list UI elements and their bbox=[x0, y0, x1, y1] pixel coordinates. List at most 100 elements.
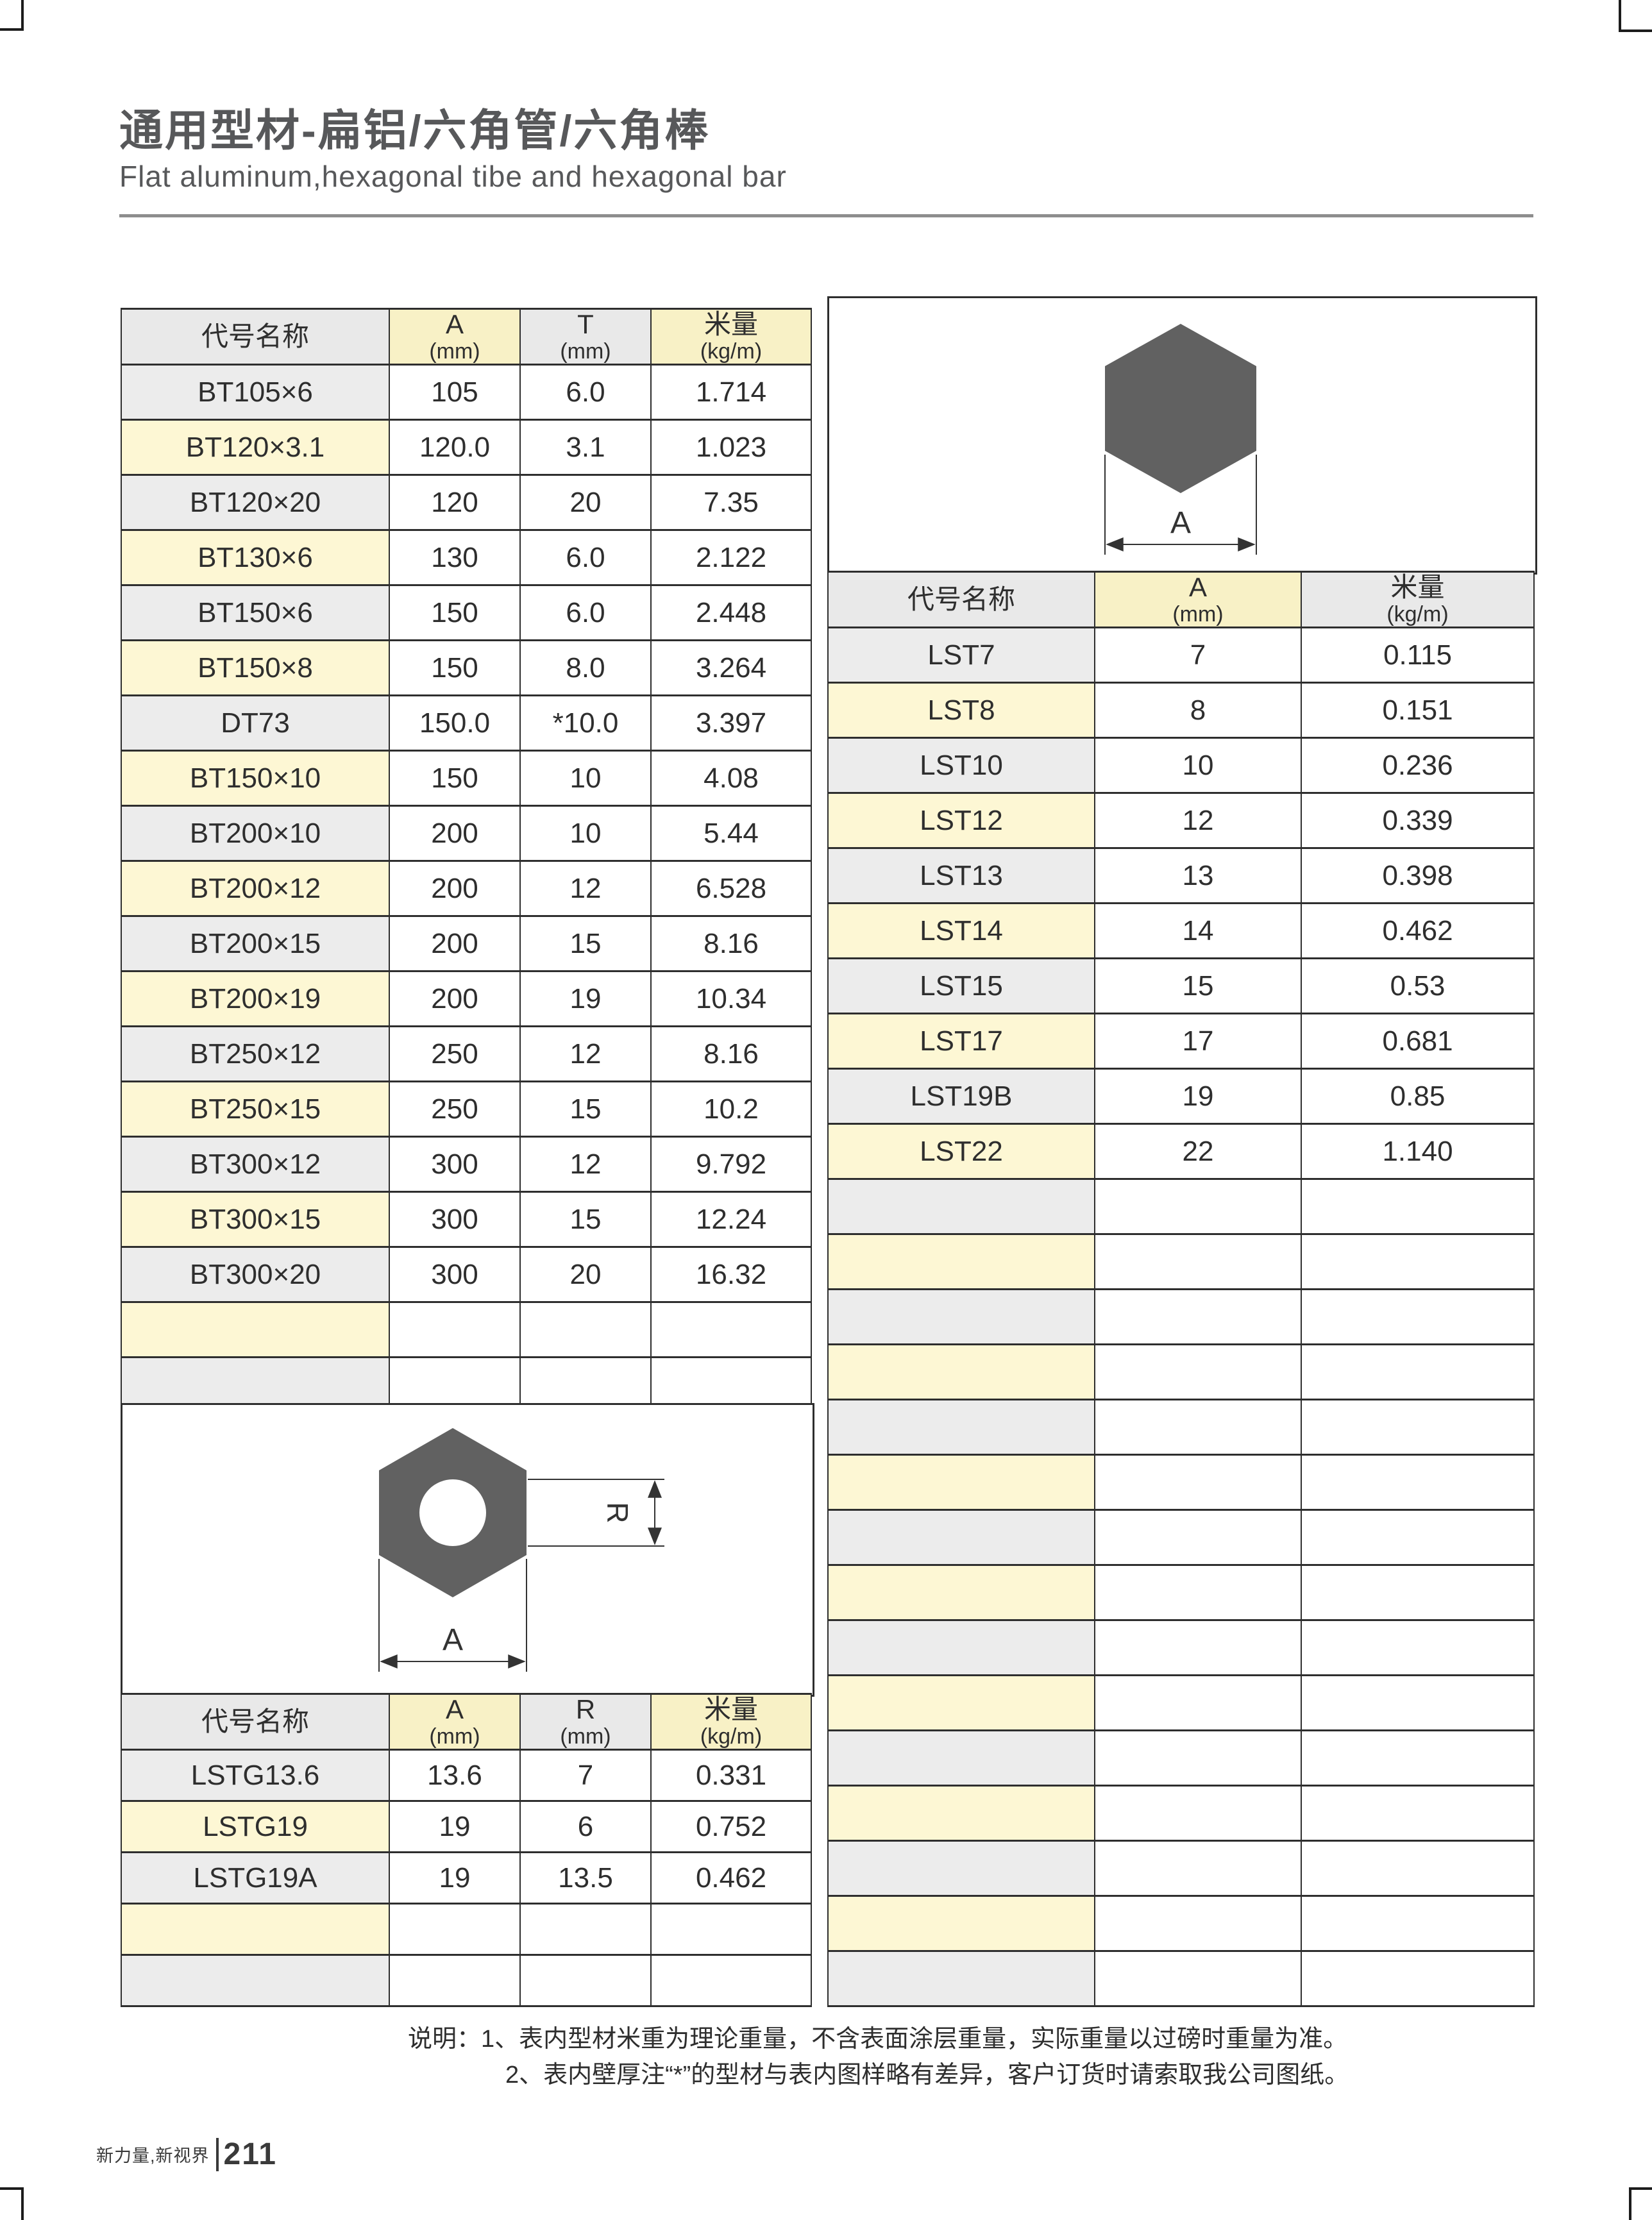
col-header-unit: (kg/m) bbox=[700, 1724, 763, 1749]
table-row bbox=[121, 1301, 812, 1358]
crop-mark-top-right-v bbox=[1619, 0, 1621, 32]
weight-value-cell: 0.236 bbox=[1301, 737, 1535, 794]
weight-value-cell bbox=[650, 1301, 812, 1358]
a-value-cell: 14 bbox=[1094, 902, 1302, 959]
a-value-cell: 300 bbox=[389, 1136, 521, 1193]
a-value-cell bbox=[1094, 1840, 1302, 1897]
a-value-cell: 17 bbox=[1094, 1013, 1302, 1070]
table-row: LST22 22 1.140 bbox=[827, 1123, 1535, 1180]
code-name-cell: LST22 bbox=[827, 1123, 1095, 1180]
t-value-cell: 12 bbox=[519, 860, 652, 917]
t-value-cell: *10.0 bbox=[519, 694, 652, 752]
code-name-cell: BT200×12 bbox=[121, 860, 390, 917]
a-value-cell bbox=[1094, 1895, 1302, 1952]
page-number: 211 bbox=[223, 2137, 277, 2171]
weight-value-cell: 0.115 bbox=[1301, 626, 1535, 684]
code-name-cell bbox=[827, 1840, 1095, 1897]
weight-value-cell: 7.35 bbox=[650, 474, 812, 531]
a-value-cell: 8 bbox=[1094, 682, 1302, 739]
note-line-2: 2、表内壁厚注“*”的型材与表内图样略有差异，客户订货时请索取我公司图纸。 bbox=[505, 2062, 1349, 2089]
weight-value-cell: 8.16 bbox=[650, 1025, 812, 1082]
weight-value-cell: 2.448 bbox=[650, 584, 812, 641]
col-header-unit: (mm) bbox=[429, 1724, 480, 1749]
weight-value-cell bbox=[1301, 1895, 1535, 1952]
table-row: LST17 17 0.681 bbox=[827, 1013, 1535, 1070]
header-row: 代号名称 A (mm) R (mm) 米量 (kg/m) bbox=[121, 1693, 812, 1751]
code-name-cell: BT300×20 bbox=[121, 1246, 390, 1303]
t-value-cell: 15 bbox=[519, 915, 652, 972]
code-name-cell: LSTG13.6 bbox=[121, 1749, 390, 1802]
page-footer: 新力量,新视界 211 bbox=[96, 2137, 277, 2172]
table-row bbox=[827, 1454, 1535, 1511]
a-value-cell: 250 bbox=[389, 1025, 521, 1082]
a-value-cell bbox=[1094, 1509, 1302, 1566]
code-name-cell: BT200×15 bbox=[121, 915, 390, 972]
code-name-cell: DT73 bbox=[121, 694, 390, 752]
code-name-cell: LST15 bbox=[827, 957, 1095, 1014]
col-header-label: 代号名称 bbox=[201, 1706, 309, 1736]
t-value-cell: 12 bbox=[519, 1136, 652, 1193]
table-row: BT150×8 150 8.0 3.264 bbox=[121, 639, 812, 696]
weight-value-cell: 0.462 bbox=[1301, 902, 1535, 959]
code-name-cell: BT250×15 bbox=[121, 1081, 390, 1138]
table-row bbox=[827, 1178, 1535, 1235]
crop-mark-top-left-h bbox=[0, 28, 23, 31]
flat-aluminum-table: 代号名称 A (mm) T (mm) 米量 (kg/m) BT105×6 105 6.… bbox=[121, 308, 812, 1413]
table-row: BT120×20 120 20 7.35 bbox=[121, 474, 812, 531]
a-value-cell: 105 bbox=[389, 364, 521, 421]
code-name-cell bbox=[827, 1454, 1095, 1511]
a-value-cell: 7 bbox=[1094, 626, 1302, 684]
code-name-cell bbox=[827, 1619, 1095, 1676]
weight-value-cell: 0.151 bbox=[1301, 682, 1535, 739]
a-value-cell: 22 bbox=[1094, 1123, 1302, 1180]
col-header-label: 米量 bbox=[704, 1694, 758, 1724]
a-value-cell: 13 bbox=[1094, 847, 1302, 904]
weight-value-cell: 0.398 bbox=[1301, 847, 1535, 904]
table-row bbox=[827, 1840, 1535, 1897]
code-name-cell bbox=[827, 1729, 1095, 1787]
a-value-cell: 250 bbox=[389, 1081, 521, 1138]
table-row: LST12 12 0.339 bbox=[827, 792, 1535, 849]
weight-value-cell bbox=[1301, 1454, 1535, 1511]
code-name-cell bbox=[827, 1343, 1095, 1400]
code-name-cell bbox=[121, 1301, 390, 1358]
code-name-cell: LSTG19A bbox=[121, 1851, 390, 1905]
weight-value-cell: 16.32 bbox=[650, 1246, 812, 1303]
a-value-cell: 200 bbox=[389, 860, 521, 917]
a-value-cell bbox=[389, 1903, 521, 1956]
table-row: LST14 14 0.462 bbox=[827, 902, 1535, 959]
weight-value-cell: 0.331 bbox=[650, 1749, 812, 1802]
code-name-cell: LST7 bbox=[827, 626, 1095, 684]
footer-divider bbox=[215, 2137, 219, 2171]
weight-value-cell: 10.2 bbox=[650, 1081, 812, 1138]
weight-value-cell bbox=[1301, 1950, 1535, 2007]
weight-value-cell: 10.34 bbox=[650, 970, 812, 1027]
table-row bbox=[827, 1233, 1535, 1290]
a-value-cell: 10 bbox=[1094, 737, 1302, 794]
code-name-cell: LSTG19 bbox=[121, 1800, 390, 1853]
table-row: BT200×10 200 10 5.44 bbox=[121, 805, 812, 862]
table-row bbox=[827, 1619, 1535, 1676]
a-value-cell bbox=[1094, 1288, 1302, 1345]
weight-value-cell: 0.462 bbox=[650, 1851, 812, 1905]
a-value-cell: 150.0 bbox=[389, 694, 521, 752]
a-value-cell bbox=[389, 1954, 521, 2007]
weight-value-cell: 1.140 bbox=[1301, 1123, 1535, 1180]
table-row bbox=[827, 1895, 1535, 1952]
code-name-cell bbox=[827, 1674, 1095, 1731]
col-header-r: R (mm) bbox=[519, 1693, 652, 1751]
table-row: LST10 10 0.236 bbox=[827, 737, 1535, 794]
crop-mark-bottom-left-v bbox=[21, 2187, 24, 2220]
col-header-a: A (mm) bbox=[389, 308, 521, 366]
code-name-cell: BT130×6 bbox=[121, 529, 390, 586]
a-value-cell: 300 bbox=[389, 1191, 521, 1248]
table-row bbox=[827, 1509, 1535, 1566]
code-name-cell: BT150×10 bbox=[121, 750, 390, 807]
col-header-unit: (mm) bbox=[429, 339, 480, 364]
table-row: BT200×12 200 12 6.528 bbox=[121, 860, 812, 917]
table-row: BT105×6 105 6.0 1.714 bbox=[121, 364, 812, 421]
table-row: BT250×15 250 15 10.2 bbox=[121, 1081, 812, 1138]
weight-value-cell bbox=[1301, 1343, 1535, 1400]
weight-value-cell: 0.752 bbox=[650, 1800, 812, 1853]
